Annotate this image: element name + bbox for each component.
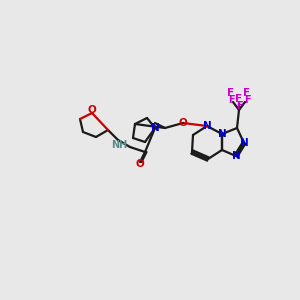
Text: F: F xyxy=(243,88,250,98)
Text: F: F xyxy=(228,95,234,105)
Text: N: N xyxy=(240,138,248,148)
Text: F: F xyxy=(236,101,242,111)
Text: F: F xyxy=(227,88,235,98)
Text: NH: NH xyxy=(111,140,127,150)
Text: N: N xyxy=(232,151,240,161)
Text: N: N xyxy=(218,129,226,139)
Text: F: F xyxy=(236,94,243,104)
Text: O: O xyxy=(88,105,96,115)
Text: N: N xyxy=(151,123,159,133)
Text: O: O xyxy=(136,159,144,169)
Text: O: O xyxy=(178,118,188,128)
Text: F: F xyxy=(244,95,250,105)
Text: N: N xyxy=(202,121,211,131)
